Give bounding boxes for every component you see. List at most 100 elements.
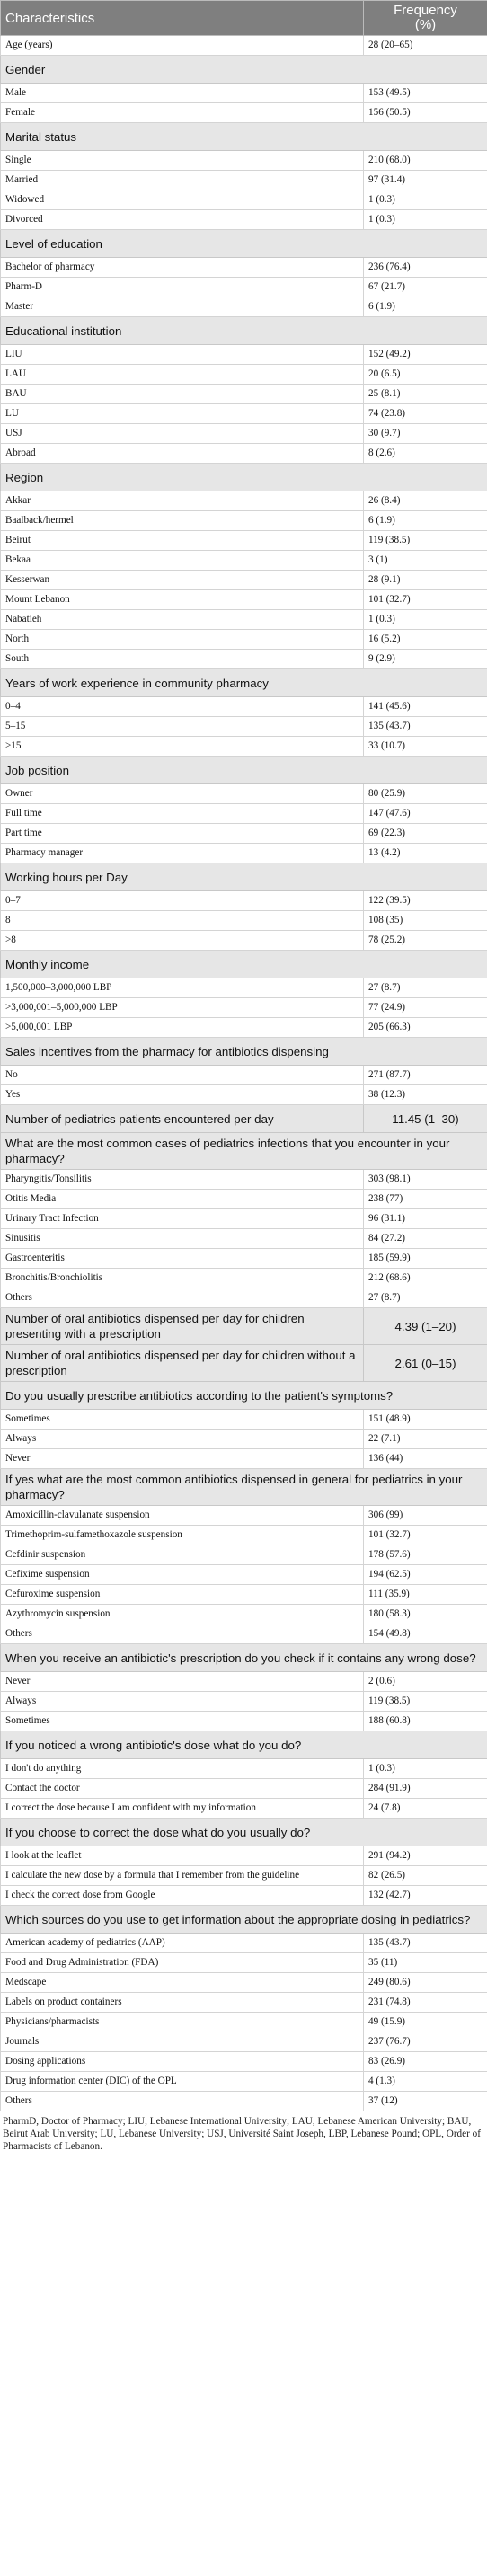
data-row: Dosing applications 83 (26.9) [0,2051,487,2072]
section-row: Number of oral antibiotics dispensed per… [0,1307,487,1345]
data-row: Male 153 (49.5) [0,83,487,103]
section-row: Number of oral antibiotics dispensed per… [0,1344,487,1382]
row-label: No [0,1065,364,1085]
row-value: 84 (27.2) [363,1228,487,1249]
row-value: 152 (49.2) [363,344,487,365]
row-value: 9 (2.9) [363,649,487,669]
row-label: Otitis Media [0,1189,364,1209]
characteristics-table: Characteristics Frequency (%) Age (years… [0,0,487,2111]
row-label: LIU [0,344,364,365]
data-row: Bachelor of pharmacy 236 (76.4) [0,257,487,278]
row-label: Labels on product containers [0,1992,364,2013]
section-title: Job position [0,756,487,784]
column-header-text: Frequency (%) [394,3,457,32]
row-value: 80 (25.9) [363,783,487,804]
data-row: Sometimes 188 (60.8) [0,1711,487,1731]
row-value: 20 (6.5) [363,364,487,385]
row-label: Medscape [0,1972,364,1993]
data-row: Kesserwan 28 (9.1) [0,570,487,590]
section-title: If you choose to correct the dose what d… [0,1818,487,1846]
row-label: Female [0,102,364,123]
section-row: Number of pediatrics patients encountere… [0,1104,487,1133]
row-value: 303 (98.1) [363,1169,487,1190]
row-value: 82 (26.5) [363,1865,487,1886]
row-value: 111 (35.9) [363,1584,487,1605]
row-label: Contact the doctor [0,1778,364,1799]
section-title: Number of oral antibiotics dispensed per… [0,1307,364,1345]
data-row: American academy of pediatrics (AAP) 135 … [0,1933,487,1953]
section-title: Educational institution [0,316,487,345]
section-row: Which sources do you use to get informat… [0,1905,487,1934]
data-row: Cefdinir suspension 178 (57.6) [0,1545,487,1565]
row-value: 231 (74.8) [363,1992,487,2013]
section-row: What are the most common cases of pediat… [0,1132,487,1170]
section-title: Do you usually prescribe antibiotics acc… [0,1381,487,1410]
section-row: Job position [0,756,487,784]
row-label: Full time [0,803,364,824]
row-value: 291 (94.2) [363,1846,487,1866]
row-value: 27 (8.7) [363,978,487,998]
row-value: 1 (0.3) [363,1758,487,1779]
row-value: 2 (0.6) [363,1671,487,1692]
section-title: Number of pediatrics patients encountere… [0,1104,364,1133]
data-row: Mount Lebanon 101 (32.7) [0,589,487,610]
row-value: 16 (5.2) [363,629,487,650]
section-row: Educational institution [0,316,487,345]
data-row: Baalback/hermel 6 (1.9) [0,510,487,531]
section-row: Region [0,463,487,491]
row-value: 49 (15.9) [363,2012,487,2032]
row-label: LU [0,403,364,424]
footnote: PharmD, Doctor of Pharmacy; LIU, Lebanes… [3,2116,481,2152]
row-value: 132 (42.7) [363,1885,487,1906]
row-label: Others [0,1624,364,1644]
section-row: If yes what are the most common antibiot… [0,1468,487,1506]
table-body: Age (years) 28 (20–65) Gender Male 153 (49.5… [0,35,487,2111]
row-label: 8 [0,910,364,931]
row-label: Cefixime suspension [0,1564,364,1585]
row-value: 156 (50.5) [363,102,487,123]
data-row: Amoxicillin-clavulanate suspension 306 (9… [0,1505,487,1526]
row-value: 141 (45.6) [363,696,487,717]
data-row: I don't do anything 1 (0.3) [0,1758,487,1779]
data-row: I correct the dose because I am confiden… [0,1798,487,1819]
row-label: Never [0,1448,364,1469]
row-label: >15 [0,736,364,757]
section-title: If you noticed a wrong antibiotic's dose… [0,1731,487,1759]
row-label: >8 [0,930,364,951]
row-value: 147 (47.6) [363,803,487,824]
section-row: Marital status [0,122,487,151]
data-row: >3,000,001–5,000,000 LBP 77 (24.9) [0,997,487,1018]
data-row: Nabatieh 1 (0.3) [0,609,487,630]
section-row: When you receive an antibiotic's prescri… [0,1643,487,1672]
data-row: Always 22 (7.1) [0,1429,487,1449]
data-row: Bekaa 3 (1) [0,550,487,571]
row-label: Never [0,1671,364,1692]
row-value: 13 (4.2) [363,843,487,863]
row-value: 78 (25.2) [363,930,487,951]
data-row: South 9 (2.9) [0,649,487,669]
row-label: Age (years) [0,35,364,56]
row-value: 6 (1.9) [363,510,487,531]
data-row: Urinary Tract Infection 96 (31.1) [0,1208,487,1229]
row-label: 1,500,000–3,000,000 LBP [0,978,364,998]
data-row: Part time 69 (22.3) [0,823,487,844]
row-label: Pharm-D [0,277,364,297]
section-title: Sales incentives from the pharmacy for a… [0,1037,487,1066]
row-label: Divorced [0,209,364,230]
data-row: Others 27 (8.7) [0,1288,487,1308]
row-label: Sometimes [0,1711,364,1731]
data-row: Contact the doctor 284 (91.9) [0,1778,487,1799]
row-label: Azythromycin suspension [0,1604,364,1624]
row-label: LAU [0,364,364,385]
row-value: 154 (49.8) [363,1624,487,1644]
row-label: 0–4 [0,696,364,717]
data-row: Abroad 8 (2.6) [0,443,487,464]
row-label: Gastroenteritis [0,1248,364,1269]
row-value: 22 (7.1) [363,1429,487,1449]
row-label: Always [0,1691,364,1712]
row-label: Always [0,1429,364,1449]
row-label: Master [0,297,364,317]
section-title: Region [0,463,487,491]
section-row: If you noticed a wrong antibiotic's dose… [0,1731,487,1759]
